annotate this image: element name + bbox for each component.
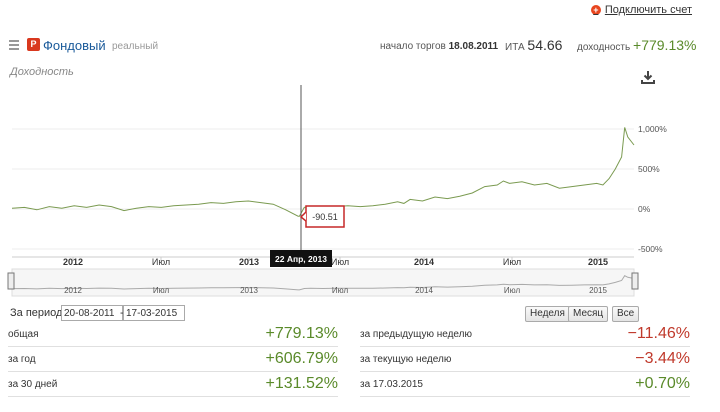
navigator-tick-label: 2015	[589, 286, 607, 295]
start-date-info: начало торгов 18.08.2011	[380, 41, 498, 52]
stat-row: за 30 дней +131.52%	[8, 372, 338, 397]
y-tick-label: 500%	[638, 164, 660, 174]
navigator-tick-label: 2013	[240, 286, 258, 295]
stat-value: +0.70%	[635, 375, 690, 392]
stat-row: за текущую неделю −3.44%	[360, 347, 690, 372]
navigator-tick-label: Июл	[153, 286, 170, 295]
stat-value: +779.13%	[265, 325, 338, 342]
crosshair-date-tooltip: 22 Апр, 2013	[270, 250, 332, 267]
month-button[interactable]: Месяц	[568, 306, 609, 322]
navigator-labels: 2012 Июл 2013 Июл 2014 Июл 2015	[64, 286, 607, 295]
navigator-tick-label: 2012	[64, 286, 82, 295]
crosshair-date: 22 Апр, 2013	[275, 254, 327, 264]
stat-row: за предыдущую неделю −11.46%	[360, 322, 690, 347]
stat-value: +606.79%	[265, 350, 338, 367]
y-tick-label: 0%	[638, 204, 651, 214]
period-from-input[interactable]	[61, 305, 123, 321]
stat-value: +131.52%	[265, 375, 338, 392]
ita-info: ИТА 54.66	[505, 37, 562, 53]
crosshair-value: -90.51	[312, 212, 338, 222]
stat-label: общая	[8, 328, 39, 340]
chart-navigator[interactable]: 2012 Июл 2013 Июл 2014 Июл 2015	[7, 268, 639, 297]
download-icon[interactable]	[641, 70, 655, 84]
plus-icon: +	[590, 5, 601, 15]
navigator-tick-label: Июл	[332, 286, 349, 295]
x-axis-labels: 2012 Июл 2013 Июл 2014 Июл 2015	[63, 257, 608, 267]
y-tick-label: 1,000%	[638, 124, 667, 134]
chart-title: Доходность	[10, 66, 74, 78]
stat-row: за год +606.79%	[8, 347, 338, 372]
week-button[interactable]: Неделя	[525, 306, 570, 322]
stat-row: общая +779.13%	[8, 322, 338, 347]
yield-series-line	[11, 127, 635, 217]
navigator-tick-label: Июл	[504, 286, 521, 295]
ita-label: ИТА	[505, 42, 525, 53]
navigator-left-handle[interactable]	[7, 272, 15, 290]
x-tick-label: Июл	[503, 257, 521, 267]
ita-value: 54.66	[527, 37, 563, 53]
menu-icon[interactable]	[9, 40, 19, 50]
navigator-right-handle[interactable]	[631, 272, 639, 290]
x-tick-label: 2012	[63, 257, 83, 267]
account-badge-icon: Р	[27, 38, 40, 51]
start-date-value: 18.08.2011	[448, 41, 499, 52]
start-date-label: начало торгов	[380, 41, 446, 52]
stats-left: общая +779.13% за год +606.79% за 30 дне…	[8, 322, 338, 397]
account-name[interactable]: Фондовый	[43, 38, 106, 53]
y-tick-label: -500%	[638, 244, 663, 254]
crosshair-value-tooltip: -90.51	[299, 205, 345, 228]
x-tick-label: 2014	[414, 257, 434, 267]
stat-label: за текущую неделю	[360, 353, 452, 365]
x-tick-label: Июл	[331, 257, 349, 267]
x-tick-label: Июл	[152, 257, 170, 267]
yield-label: доходность	[577, 42, 631, 53]
yield-info: доходность +779.13%	[577, 37, 696, 53]
x-tick-label: 2015	[588, 257, 608, 267]
connect-account-label: Подключить счет	[604, 4, 692, 16]
period-separator: -	[120, 307, 124, 319]
yield-chart[interactable]: 1,000%500%0%-500% 2012 Июл 2013 Июл 2014 Июл 2…	[0, 85, 720, 300]
period-label: За период:	[10, 307, 66, 319]
period-to-input[interactable]	[123, 305, 185, 321]
chart-grid	[12, 128, 634, 261]
yield-value: +779.13%	[633, 37, 697, 53]
stat-value: −3.44%	[635, 350, 690, 367]
all-button[interactable]: Все	[612, 306, 640, 322]
x-tick-label: 2013	[239, 257, 259, 267]
stat-label: за 17.03.2015	[360, 378, 423, 390]
stat-label: за год	[8, 353, 36, 365]
stats-right: за предыдущую неделю −11.46% за текущую …	[360, 322, 690, 397]
navigator-tick-label: 2014	[415, 286, 433, 295]
stat-label: за предыдущую неделю	[360, 328, 472, 340]
connect-account-link[interactable]: + Подключить счет	[590, 4, 692, 16]
stat-value: −11.46%	[627, 325, 690, 342]
y-axis-labels: 1,000% 500% 0% -500%	[638, 124, 667, 254]
stat-label: за 30 дней	[8, 378, 58, 390]
account-type: реальный	[112, 41, 159, 52]
stat-row: за 17.03.2015 +0.70%	[360, 372, 690, 397]
